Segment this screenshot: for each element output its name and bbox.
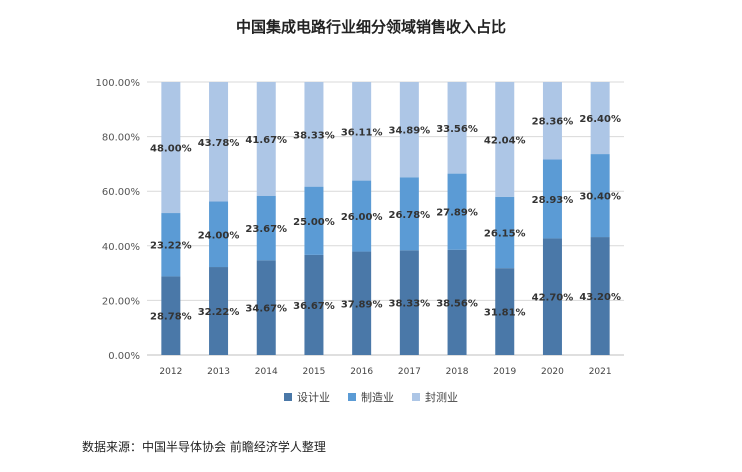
bar-segment: [447, 81, 467, 174]
bar-segment: [161, 82, 181, 214]
bar-segment: [304, 254, 324, 355]
legend-swatch-manufacture: [348, 393, 356, 401]
bar-segment: [304, 186, 324, 255]
y-tick-label: 20.00%: [102, 296, 140, 307]
legend-swatch-design: [284, 393, 292, 401]
data-label: 26.15%: [484, 228, 526, 239]
data-label: 28.93%: [532, 195, 574, 206]
data-source-note: 数据来源：中国半导体协会 前瞻经济学人整理: [82, 440, 326, 454]
bar-segment: [304, 82, 324, 187]
data-label: 33.56%: [436, 124, 478, 135]
bar-segment: [495, 268, 515, 355]
x-tick-label: 2020: [541, 367, 564, 377]
bar-segment: [161, 213, 181, 277]
chart-title: 中国集成电路行业细分领域销售收入占比: [235, 18, 506, 36]
bar-segment: [590, 154, 610, 238]
x-tick-label: 2012: [159, 367, 182, 377]
data-label: 28.36%: [532, 117, 574, 128]
data-label: 38.33%: [293, 130, 335, 141]
bar-segment: [542, 159, 562, 239]
y-tick-label: 40.00%: [102, 242, 140, 253]
legend-swatch-package: [412, 393, 420, 401]
x-tick-label: 2019: [493, 367, 516, 377]
data-label: 36.11%: [341, 127, 383, 138]
bar-segment: [256, 81, 276, 196]
x-tick-label: 2021: [589, 367, 612, 377]
legend-item-package: 封测业: [412, 389, 458, 405]
stacked-bar-chart: 0.00% 20.00% 40.00% 60.00% 80.00% 100.00% 28.7…: [96, 78, 624, 377]
data-label: 34.67%: [245, 304, 287, 315]
bar-segment: [209, 201, 229, 268]
bar-segment: [352, 180, 372, 252]
y-tick-label: 0.00%: [108, 351, 140, 362]
legend-item-design: 设计业: [284, 389, 330, 405]
data-label: 24.00%: [198, 230, 240, 241]
legend-label-design: 设计业: [297, 391, 330, 404]
bar-segment: [447, 249, 467, 355]
data-label: 43.78%: [198, 138, 240, 149]
x-tick-label: 2018: [446, 367, 469, 377]
y-tick-label: 100.00%: [96, 78, 141, 89]
bar-segment: [352, 82, 372, 181]
bar-segment: [542, 238, 562, 355]
bar-segment: [256, 260, 276, 355]
data-label: 31.81%: [484, 308, 526, 319]
data-label: 26.78%: [389, 210, 431, 221]
legend-item-manufacture: 制造业: [348, 389, 394, 405]
bar-segment: [161, 276, 181, 355]
bar-segment: [495, 196, 515, 269]
bar-segment: [399, 177, 419, 251]
data-label: 30.40%: [579, 192, 621, 203]
x-tick-label: 2013: [207, 367, 230, 377]
x-tick-label: 2017: [398, 367, 421, 377]
legend-label-package: 封测业: [425, 391, 458, 404]
x-tick-label: 2016: [350, 367, 373, 377]
bar-segment: [590, 237, 610, 355]
data-label: 26.40%: [579, 114, 621, 125]
data-label: 32.22%: [198, 307, 240, 318]
legend-label-manufacture: 制造业: [361, 391, 394, 404]
data-label: 41.67%: [245, 135, 287, 146]
data-label: 37.89%: [341, 299, 383, 310]
data-label: 48.00%: [150, 144, 192, 155]
data-label: 38.56%: [436, 298, 478, 309]
bar-segment: [399, 250, 419, 355]
y-tick-label: 80.00%: [102, 133, 140, 144]
bar-segment: [256, 195, 276, 261]
data-label: 42.04%: [484, 135, 526, 146]
bar-segment: [495, 82, 515, 197]
x-tick-label: 2014: [255, 367, 278, 377]
data-label: 23.67%: [245, 224, 287, 235]
data-label: 36.67%: [293, 301, 335, 312]
data-label: 38.33%: [389, 299, 431, 310]
bar-segment: [590, 82, 610, 155]
chart-legend: 设计业 制造业 封测业: [0, 389, 742, 405]
bar-segment: [399, 82, 419, 178]
bar-segment: [209, 82, 229, 202]
data-label: 23.22%: [150, 241, 192, 252]
bar-segment: [542, 82, 562, 160]
bar-segment: [209, 267, 229, 355]
data-label: 43.20%: [579, 292, 621, 303]
data-label: 26.00%: [341, 212, 383, 223]
bar-segment: [352, 251, 372, 355]
x-tick-label: 2015: [302, 367, 325, 377]
data-label: 25.00%: [293, 217, 335, 228]
y-tick-label: 60.00%: [102, 187, 140, 198]
data-label: 42.70%: [532, 293, 574, 304]
data-label: 28.78%: [150, 312, 192, 323]
bar-segment: [447, 173, 467, 250]
data-label: 27.89%: [436, 208, 478, 219]
data-label: 34.89%: [389, 126, 431, 137]
